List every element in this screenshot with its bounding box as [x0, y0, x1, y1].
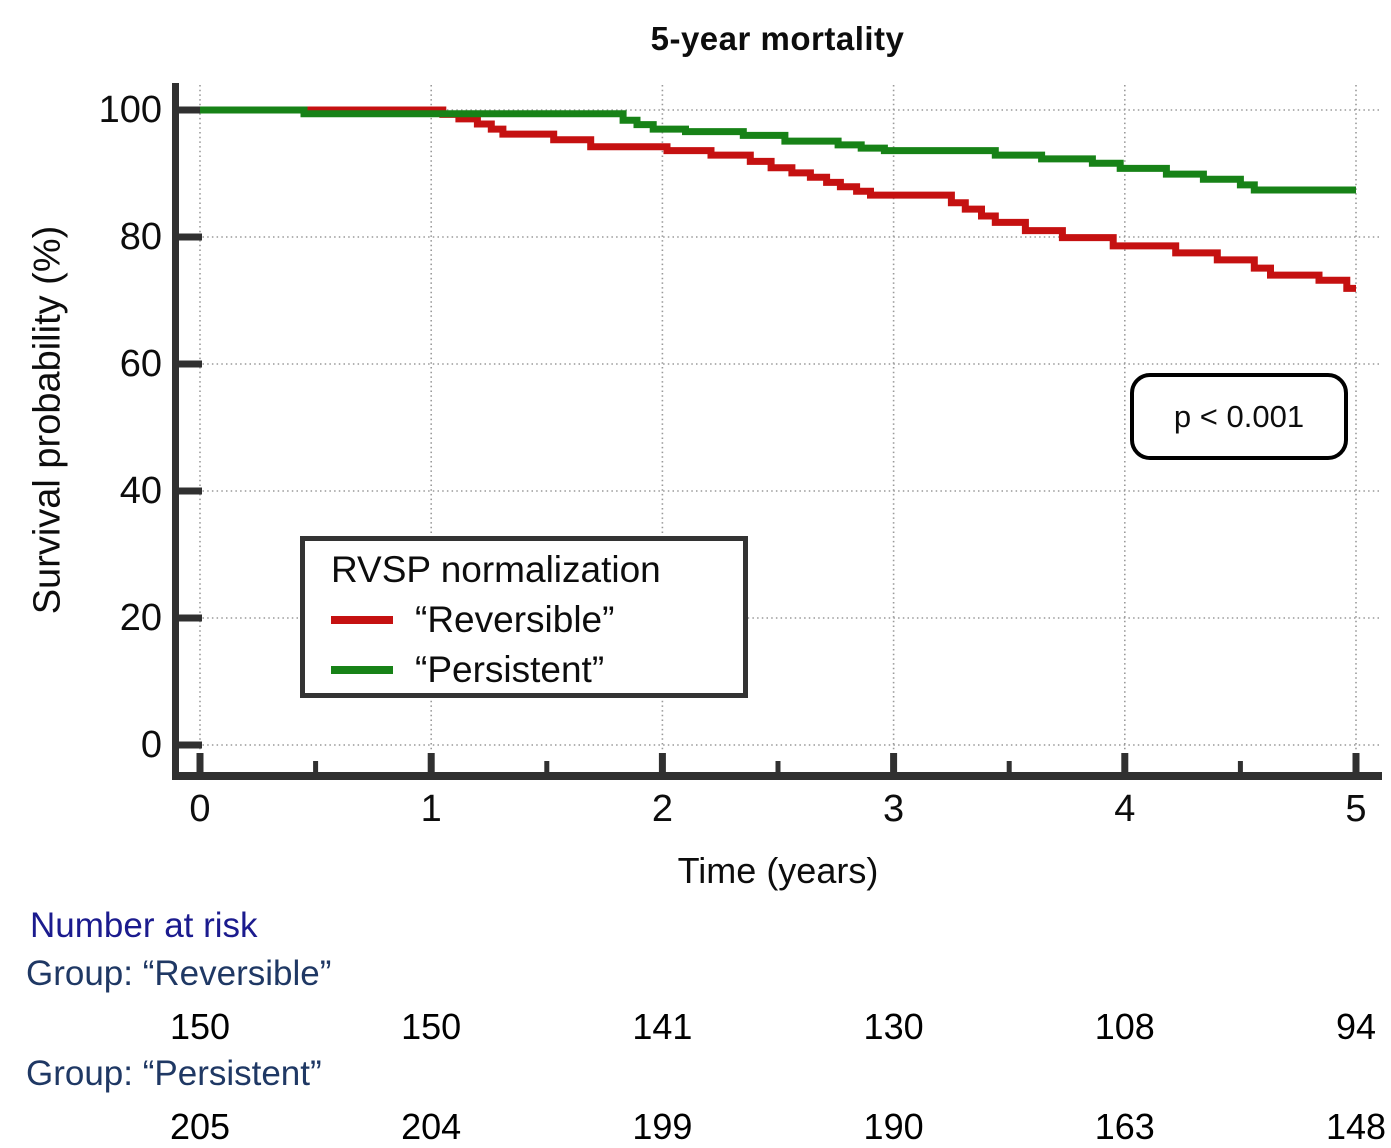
x-tick-label: 3 [883, 788, 905, 830]
risk-group-label-persistent: Group: “Persistent” [26, 1054, 322, 1093]
y-axis-label: Survival probability (%) [26, 225, 69, 615]
y-axis-tick [179, 233, 202, 241]
y-axis-tick [179, 106, 202, 114]
risk-count: 130 [863, 1006, 924, 1047]
y-axis-tick [179, 614, 202, 622]
risk-count: 108 [1094, 1006, 1155, 1047]
risk-count: 205 [169, 1106, 231, 1147]
x-axis-major-tick [890, 753, 898, 772]
legend-line-persistent-icon [331, 666, 393, 674]
legend-title: RVSP normalization [331, 549, 661, 590]
y-axis-tick [179, 741, 202, 749]
x-axis-major-tick [1352, 753, 1360, 772]
y-axis-line [172, 83, 179, 780]
x-tick-label: 4 [1114, 788, 1136, 830]
legend-item-reversible: “Reversible” [331, 595, 743, 645]
risk-count: 190 [863, 1106, 924, 1147]
risk-count: 94 [1335, 1006, 1377, 1047]
y-tick-label: 0 [140, 724, 162, 766]
legend-item-persistent: “Persistent” [331, 645, 743, 695]
y-tick-label: 60 [119, 343, 162, 385]
y-tick-label: 40 [119, 470, 162, 512]
x-axis-major-tick [1121, 753, 1129, 772]
x-axis-minor-tick [775, 761, 781, 772]
risk-count: 148 [1325, 1106, 1387, 1147]
risk-count: 141 [632, 1006, 693, 1047]
x-axis-minor-tick [1237, 761, 1243, 772]
p-value-box: p < 0.001 [1130, 373, 1348, 460]
x-tick-label: 1 [420, 788, 442, 830]
legend-label-reversible: “Reversible” [415, 599, 615, 640]
risk-group-label-reversible: Group: “Reversible” [26, 954, 332, 993]
x-tick-label: 2 [651, 788, 673, 830]
x-tick-label: 0 [189, 788, 211, 830]
risk-count: 199 [632, 1106, 693, 1147]
y-tick-label: 100 [98, 89, 162, 131]
chart-title: 5-year mortality [650, 20, 905, 57]
risk-count: 163 [1094, 1106, 1155, 1147]
survival-curve-reversible [200, 106, 1356, 292]
risk-count: 150 [401, 1006, 462, 1047]
risk-table-header: Number at risk [30, 906, 258, 945]
y-tick-label: 80 [119, 216, 162, 258]
legend-box: RVSP normalization “Reversible” “Persist… [300, 536, 748, 698]
x-axis-minor-tick [1006, 761, 1012, 772]
legend-label-persistent: “Persistent” [415, 649, 605, 690]
x-axis-line [172, 772, 1382, 780]
x-axis-major-tick [196, 753, 204, 772]
p-value-text: p < 0.001 [1173, 398, 1305, 434]
risk-count: 150 [169, 1006, 231, 1047]
risk-count: 204 [401, 1106, 462, 1147]
x-axis-minor-tick [313, 761, 319, 772]
x-axis-major-tick [658, 753, 666, 772]
x-axis-major-tick [427, 753, 435, 772]
y-tick-label: 20 [119, 597, 162, 639]
x-axis-minor-tick [544, 761, 550, 772]
legend-line-reversible-icon [331, 616, 393, 624]
x-axis-label: Time (years) [677, 850, 879, 891]
y-axis-tick [179, 360, 202, 368]
y-axis-tick [179, 487, 202, 495]
x-tick-label: 5 [1345, 788, 1367, 830]
survival-curve-persistent [200, 106, 1356, 194]
